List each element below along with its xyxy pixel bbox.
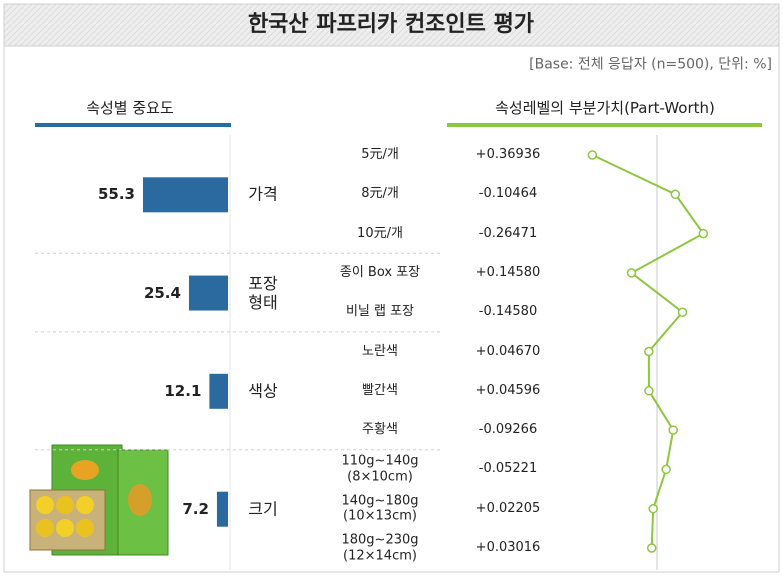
chart-title: 속성레벨의 부분가치(Part-Worth) <box>495 99 715 117</box>
part-worth-label: +0.14580 <box>475 265 541 281</box>
level-label: 노란색 <box>362 343 398 359</box>
part-worth-point <box>587 150 598 160</box>
attribute-label: 가격 <box>248 184 278 204</box>
part-worth-point <box>661 464 671 475</box>
level-label: 180g~230g (12×14cm) <box>341 532 419 563</box>
bar <box>143 177 228 213</box>
value-label: 55.3 <box>97 185 135 204</box>
part-worth-point <box>644 346 654 357</box>
part-worth-point <box>648 503 658 514</box>
part-worth-label: -0.09266 <box>478 422 538 438</box>
product-image <box>29 444 169 556</box>
part-worth-point <box>644 386 654 396</box>
attribute-label: 포장 형태 <box>248 273 278 312</box>
part-worth-point <box>677 307 688 317</box>
part-worth-label: +0.36936 <box>475 147 541 163</box>
part-worth-label: +0.04670 <box>475 343 541 359</box>
part-worth-label: -0.10464 <box>478 186 538 202</box>
part-worth-point <box>626 268 637 278</box>
level-label: 140g~180g (10×13cm) <box>341 493 419 524</box>
part-worth-point <box>646 543 657 553</box>
level-label: 종이 Box 포장 <box>339 265 421 281</box>
left-underline <box>35 123 231 127</box>
level-label: 110g~140g (8×10cm) <box>341 453 419 485</box>
part-worth-label: -0.26471 <box>478 225 538 241</box>
title: 한국산 파프리카 컨조인트 평가 <box>247 11 535 37</box>
chart-title: 속성별 중요도 <box>86 99 174 117</box>
level-label: 주황색 <box>362 422 398 438</box>
level-label: 비닐 랩 포장 <box>345 304 415 320</box>
level-label: 10元/개 <box>357 225 403 241</box>
value-label: 12.1 <box>164 381 202 400</box>
attribute-label: 크기 <box>248 499 278 519</box>
right-underline <box>447 123 762 127</box>
value-label: 25.4 <box>143 283 181 302</box>
bar <box>188 275 228 311</box>
part-worth-label: +0.04596 <box>475 383 541 398</box>
bar <box>209 373 228 409</box>
note: [Base: 전체 응답자 (n=500), 단위: %] <box>529 56 772 73</box>
header-bar <box>3 3 780 47</box>
part-worth-label: +0.02205 <box>475 500 541 516</box>
part-worth-label: -0.14580 <box>478 304 538 320</box>
level-label: 8元/개 <box>361 186 399 202</box>
part-worth-point <box>668 425 678 435</box>
part-worth-label: -0.05221 <box>478 461 538 477</box>
part-worth-point <box>670 189 681 200</box>
value-label: 7.2 <box>182 499 209 518</box>
level-label: 빨간색 <box>362 383 398 398</box>
part-worth-label: +0.03016 <box>475 540 541 556</box>
part-worth-point <box>698 228 709 239</box>
attribute-label: 색상 <box>248 381 278 401</box>
bar <box>216 491 228 527</box>
level-label: 5元/개 <box>361 147 399 163</box>
